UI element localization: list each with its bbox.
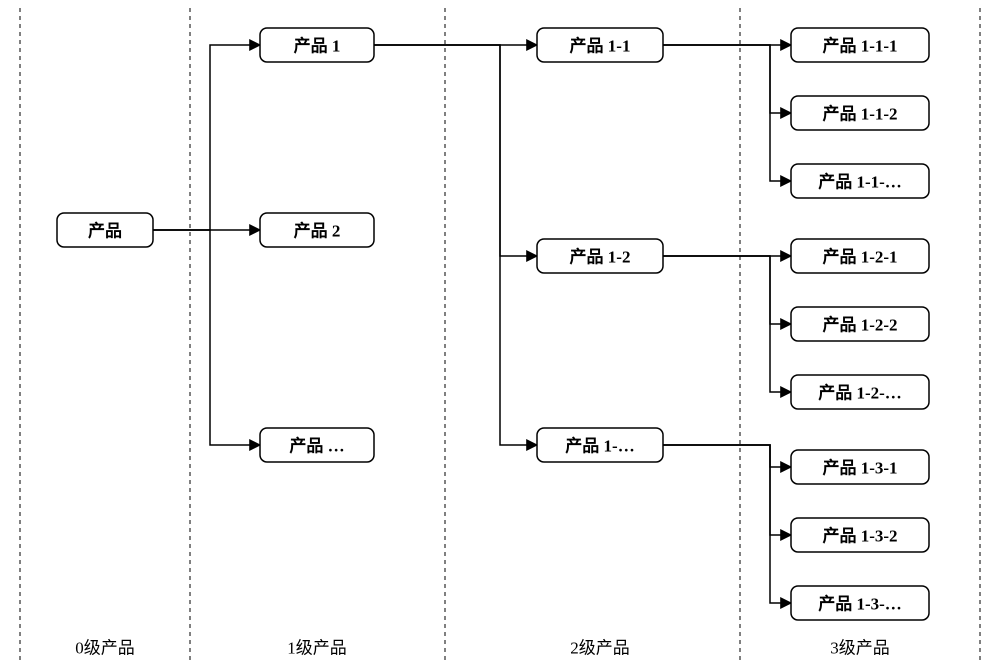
tree-node: 产品 1 — [260, 28, 374, 62]
tree-node: 产品 1-1-… — [791, 164, 929, 198]
tree-node: 产品 1-2-1 — [791, 239, 929, 273]
tree-node: 产品 1-1-2 — [791, 96, 929, 130]
tree-node: 产品 1-2-2 — [791, 307, 929, 341]
tree-node-label: 产品 1-1-… — [818, 172, 902, 192]
tree-edge — [153, 45, 260, 230]
tree-node-label: 产品 1-2-1 — [822, 247, 897, 267]
tree-node-label: 产品 1-2-2 — [822, 315, 897, 335]
tree-edge — [374, 45, 537, 256]
tree-node: 产品 1-2-… — [791, 375, 929, 409]
tree-edge — [663, 256, 791, 324]
tree-node: 产品 — [57, 213, 153, 247]
tree-node-label: 产品 1-2 — [570, 247, 631, 267]
tree-node-label: 产品 1-1-1 — [822, 36, 897, 56]
edges-group — [153, 45, 791, 603]
tree-node-label: 产品 1-3-1 — [822, 458, 897, 478]
tree-edge — [663, 445, 791, 467]
tree-edge — [663, 45, 791, 113]
tree-node: 产品 1-3-… — [791, 586, 929, 620]
tree-node: 产品 1-2 — [537, 239, 663, 273]
tree-edge — [374, 45, 537, 445]
tree-node: 产品 … — [260, 428, 374, 462]
product-tree-diagram: 产品 产品 1 产品 2 产品 … 产品 1-1 产品 1-2 产品 1-… 产品 1-1-1… — [0, 0, 1000, 669]
nodes-group: 产品 产品 1 产品 2 产品 … 产品 1-1 产品 1-2 产品 1-… 产品 1-1-1… — [57, 28, 929, 620]
column-label: 0级产品 — [75, 639, 135, 658]
tree-node-label: 产品 1-1 — [570, 36, 631, 56]
tree-node: 产品 1-3-2 — [791, 518, 929, 552]
tree-node-label: 产品 1-3-2 — [822, 526, 897, 546]
tree-node: 产品 1-3-1 — [791, 450, 929, 484]
tree-node: 产品 1-1-1 — [791, 28, 929, 62]
column-label: 3级产品 — [830, 639, 890, 658]
tree-edge — [153, 230, 260, 445]
tree-edge — [663, 445, 791, 603]
tree-node: 产品 2 — [260, 213, 374, 247]
tree-node-label: 产品 1-3-… — [818, 594, 902, 614]
tree-node: 产品 1-1 — [537, 28, 663, 62]
tree-node-label: 产品 1-1-2 — [822, 104, 897, 124]
column-label: 2级产品 — [570, 639, 630, 658]
tree-node-label: 产品 1-… — [565, 436, 634, 456]
column-label: 1级产品 — [287, 639, 347, 658]
tree-node-label: 产品 … — [289, 436, 344, 456]
tree-edge — [663, 445, 791, 535]
tree-node-label: 产品 — [88, 221, 122, 241]
tree-node-label: 产品 2 — [294, 221, 341, 241]
tree-node: 产品 1-… — [537, 428, 663, 462]
tree-node-label: 产品 1-2-… — [818, 383, 902, 403]
tree-node-label: 产品 1 — [294, 36, 341, 56]
